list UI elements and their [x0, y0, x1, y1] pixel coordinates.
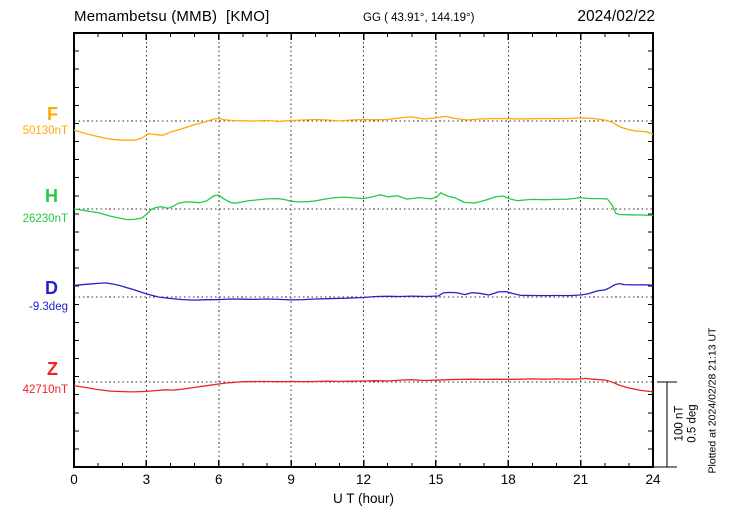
scale-bar-labels: 100 nT 0.5 deg [674, 400, 701, 448]
plotted-at-note: Plotted at 2024/02/28 21:13 UT [706, 327, 719, 474]
series-baseline-h: 26230nT [22, 213, 68, 225]
scale-label-nt: 100 nT [673, 405, 686, 442]
x-axis-title: U T (hour) [332, 491, 395, 506]
series-baseline-f: 50130nT [22, 125, 68, 137]
x-tick-label-6: 6 [215, 472, 223, 487]
x-tick-label-3: 3 [142, 472, 151, 487]
series-baseline-d: -9.3deg [28, 301, 68, 313]
curve-d [73, 282, 654, 301]
x-tick-label-15: 15 [428, 472, 444, 487]
x-tick-label-12: 12 [355, 472, 372, 487]
series-label-z: Z [47, 359, 58, 379]
x-tick-label-9: 9 [287, 472, 295, 487]
series-label-d: D [45, 278, 58, 298]
curve-h [73, 192, 654, 221]
x-tick-label-18: 18 [500, 472, 516, 487]
plot-date: 2024/02/22 [577, 8, 655, 25]
x-tick-label-0: 0 [70, 472, 78, 487]
series-baseline-z: 42710nT [22, 384, 68, 396]
scale-label-deg: 0.5 deg [686, 404, 699, 443]
geographic-coordinates: GG ( 43.91°, 144.19°) [363, 12, 475, 24]
series-label-f: F [47, 104, 58, 124]
x-tick-label-21: 21 [573, 472, 589, 487]
x-tick-label-24: 24 [645, 472, 661, 487]
series-label-h: H [45, 186, 58, 206]
curve-f [73, 115, 654, 141]
station-title: Memambetsu (MMB) [KMO] [74, 8, 270, 25]
curve-z [73, 377, 654, 393]
